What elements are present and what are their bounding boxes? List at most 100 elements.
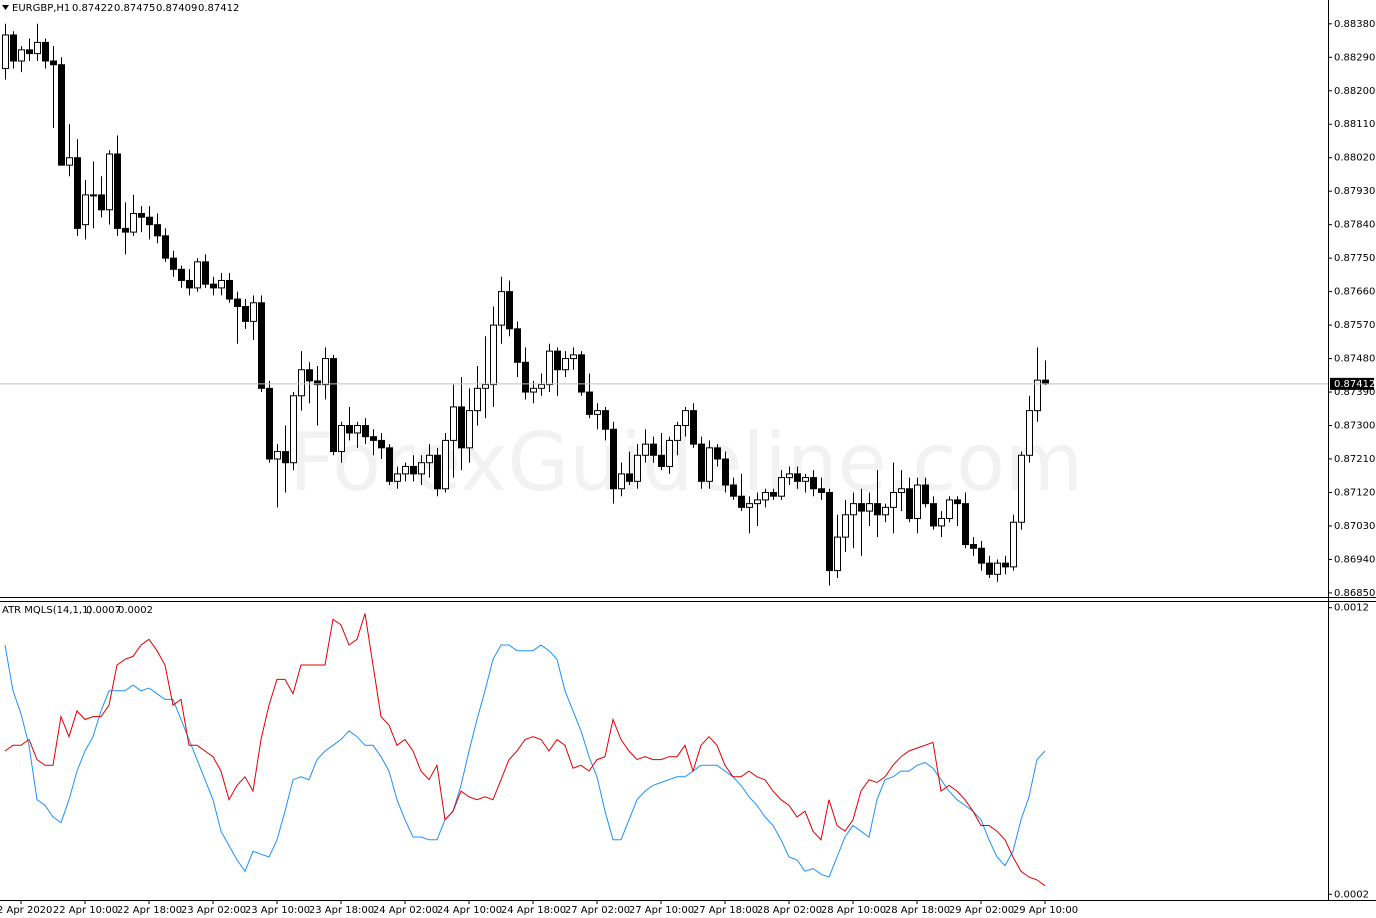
candle-body	[714, 447, 721, 460]
candle-body	[570, 354, 577, 360]
y-tick-label: 0.87750	[1334, 253, 1375, 264]
candle-body	[850, 503, 857, 516]
candle-body	[674, 425, 681, 441]
candle-body	[18, 49, 25, 62]
candle-body	[330, 358, 337, 453]
x-tick-label: 28 Apr 10:00	[821, 905, 886, 916]
candle-body	[722, 458, 729, 486]
candle-body	[730, 484, 737, 497]
candle-body	[282, 451, 289, 464]
price-label: 0.87412	[1334, 379, 1375, 390]
y-tick-label: 0.87210	[1334, 454, 1375, 465]
y-tick-label: 0.88380	[1334, 19, 1375, 30]
candle-body	[162, 235, 169, 259]
price-label-box	[1330, 377, 1374, 390]
candle-body	[890, 491, 897, 508]
candle-body	[154, 224, 161, 237]
candle-body	[522, 361, 529, 393]
candle-body	[178, 268, 185, 281]
candle-body	[594, 410, 601, 415]
candle-body	[634, 454, 641, 482]
candle-body	[1042, 379, 1049, 385]
x-tick-label: 22 Apr 18:00	[117, 905, 182, 916]
candle-body	[1018, 454, 1025, 523]
y-tick-label: 0.87480	[1334, 354, 1375, 365]
y-tick-label: 0.87030	[1334, 521, 1375, 532]
candle-body	[298, 369, 305, 397]
candle-body	[514, 328, 521, 363]
candle-body	[842, 514, 849, 538]
candle-body	[370, 436, 377, 441]
candle-body	[978, 547, 985, 564]
candle-body	[650, 443, 657, 456]
candle-body	[770, 491, 777, 497]
x-tick-label: 27 Apr 02:00	[565, 905, 630, 916]
candle-body	[538, 384, 545, 389]
candle-body	[106, 153, 113, 211]
x-tick-label: 27 Apr 10:00	[629, 905, 694, 916]
candle-body	[266, 387, 273, 460]
y-tick-label: 0.87300	[1334, 421, 1375, 432]
readout-low: 0.87409	[156, 3, 197, 14]
candle-body	[914, 484, 921, 520]
indicator-line	[4, 613, 1046, 887]
candle-body	[314, 380, 321, 386]
candle-body	[42, 41, 49, 62]
candle-body	[810, 477, 817, 490]
y-tick-label: 0.88110	[1334, 119, 1375, 130]
candle-body	[898, 488, 905, 493]
candle-body	[834, 536, 841, 572]
candle-body	[642, 443, 649, 456]
y-tick-label: 0.87120	[1334, 487, 1375, 498]
x-tick-label: 23 Apr 18:00	[309, 905, 374, 916]
candle-body	[10, 34, 17, 62]
x-tick-label: 24 Apr 02:00	[373, 905, 438, 916]
candle-body	[602, 410, 609, 430]
candle-body	[362, 425, 369, 438]
candle-body	[738, 495, 745, 508]
candle-body	[1026, 410, 1033, 456]
candle-body	[746, 503, 753, 508]
candle-body	[322, 358, 329, 386]
candle-body	[98, 194, 105, 211]
candle-body	[66, 157, 73, 166]
candle-body	[114, 153, 121, 229]
x-tick-label: 28 Apr 02:00	[757, 905, 822, 916]
y-tick-label: 0.88020	[1334, 153, 1375, 164]
candle-body	[970, 544, 977, 549]
candle-body	[882, 506, 889, 516]
candle-body	[394, 473, 401, 482]
x-tick-label: 27 Apr 18:00	[693, 905, 758, 916]
candle-body	[434, 454, 441, 490]
candle-body	[474, 387, 481, 412]
y-tick-label: 0.87930	[1334, 186, 1375, 197]
candle-body	[234, 298, 241, 307]
candle-body	[786, 473, 793, 479]
menu-arrow[interactable]	[2, 5, 9, 10]
candle-body	[930, 503, 937, 527]
indicator-line	[4, 644, 1046, 878]
candle-body	[58, 64, 65, 166]
candle-body	[426, 454, 433, 464]
candle-body	[962, 503, 969, 546]
candle-body	[1010, 521, 1017, 568]
candle-body	[706, 447, 713, 482]
candle-body	[586, 391, 593, 415]
candle-body	[82, 194, 89, 226]
candle-body	[666, 439, 673, 467]
candle-body	[410, 465, 417, 475]
candle-body	[418, 462, 425, 475]
candle-body	[994, 562, 1001, 575]
candle-body	[202, 261, 209, 285]
candle-body	[402, 465, 409, 475]
candle-body	[74, 157, 81, 229]
candle-body	[258, 302, 265, 389]
candle-body	[442, 439, 449, 490]
candle-body	[146, 216, 153, 226]
candle-body	[210, 283, 217, 289]
x-tick-label: 22 Apr 2020	[0, 905, 52, 916]
candle-body	[242, 305, 249, 322]
candle-body	[346, 425, 353, 434]
